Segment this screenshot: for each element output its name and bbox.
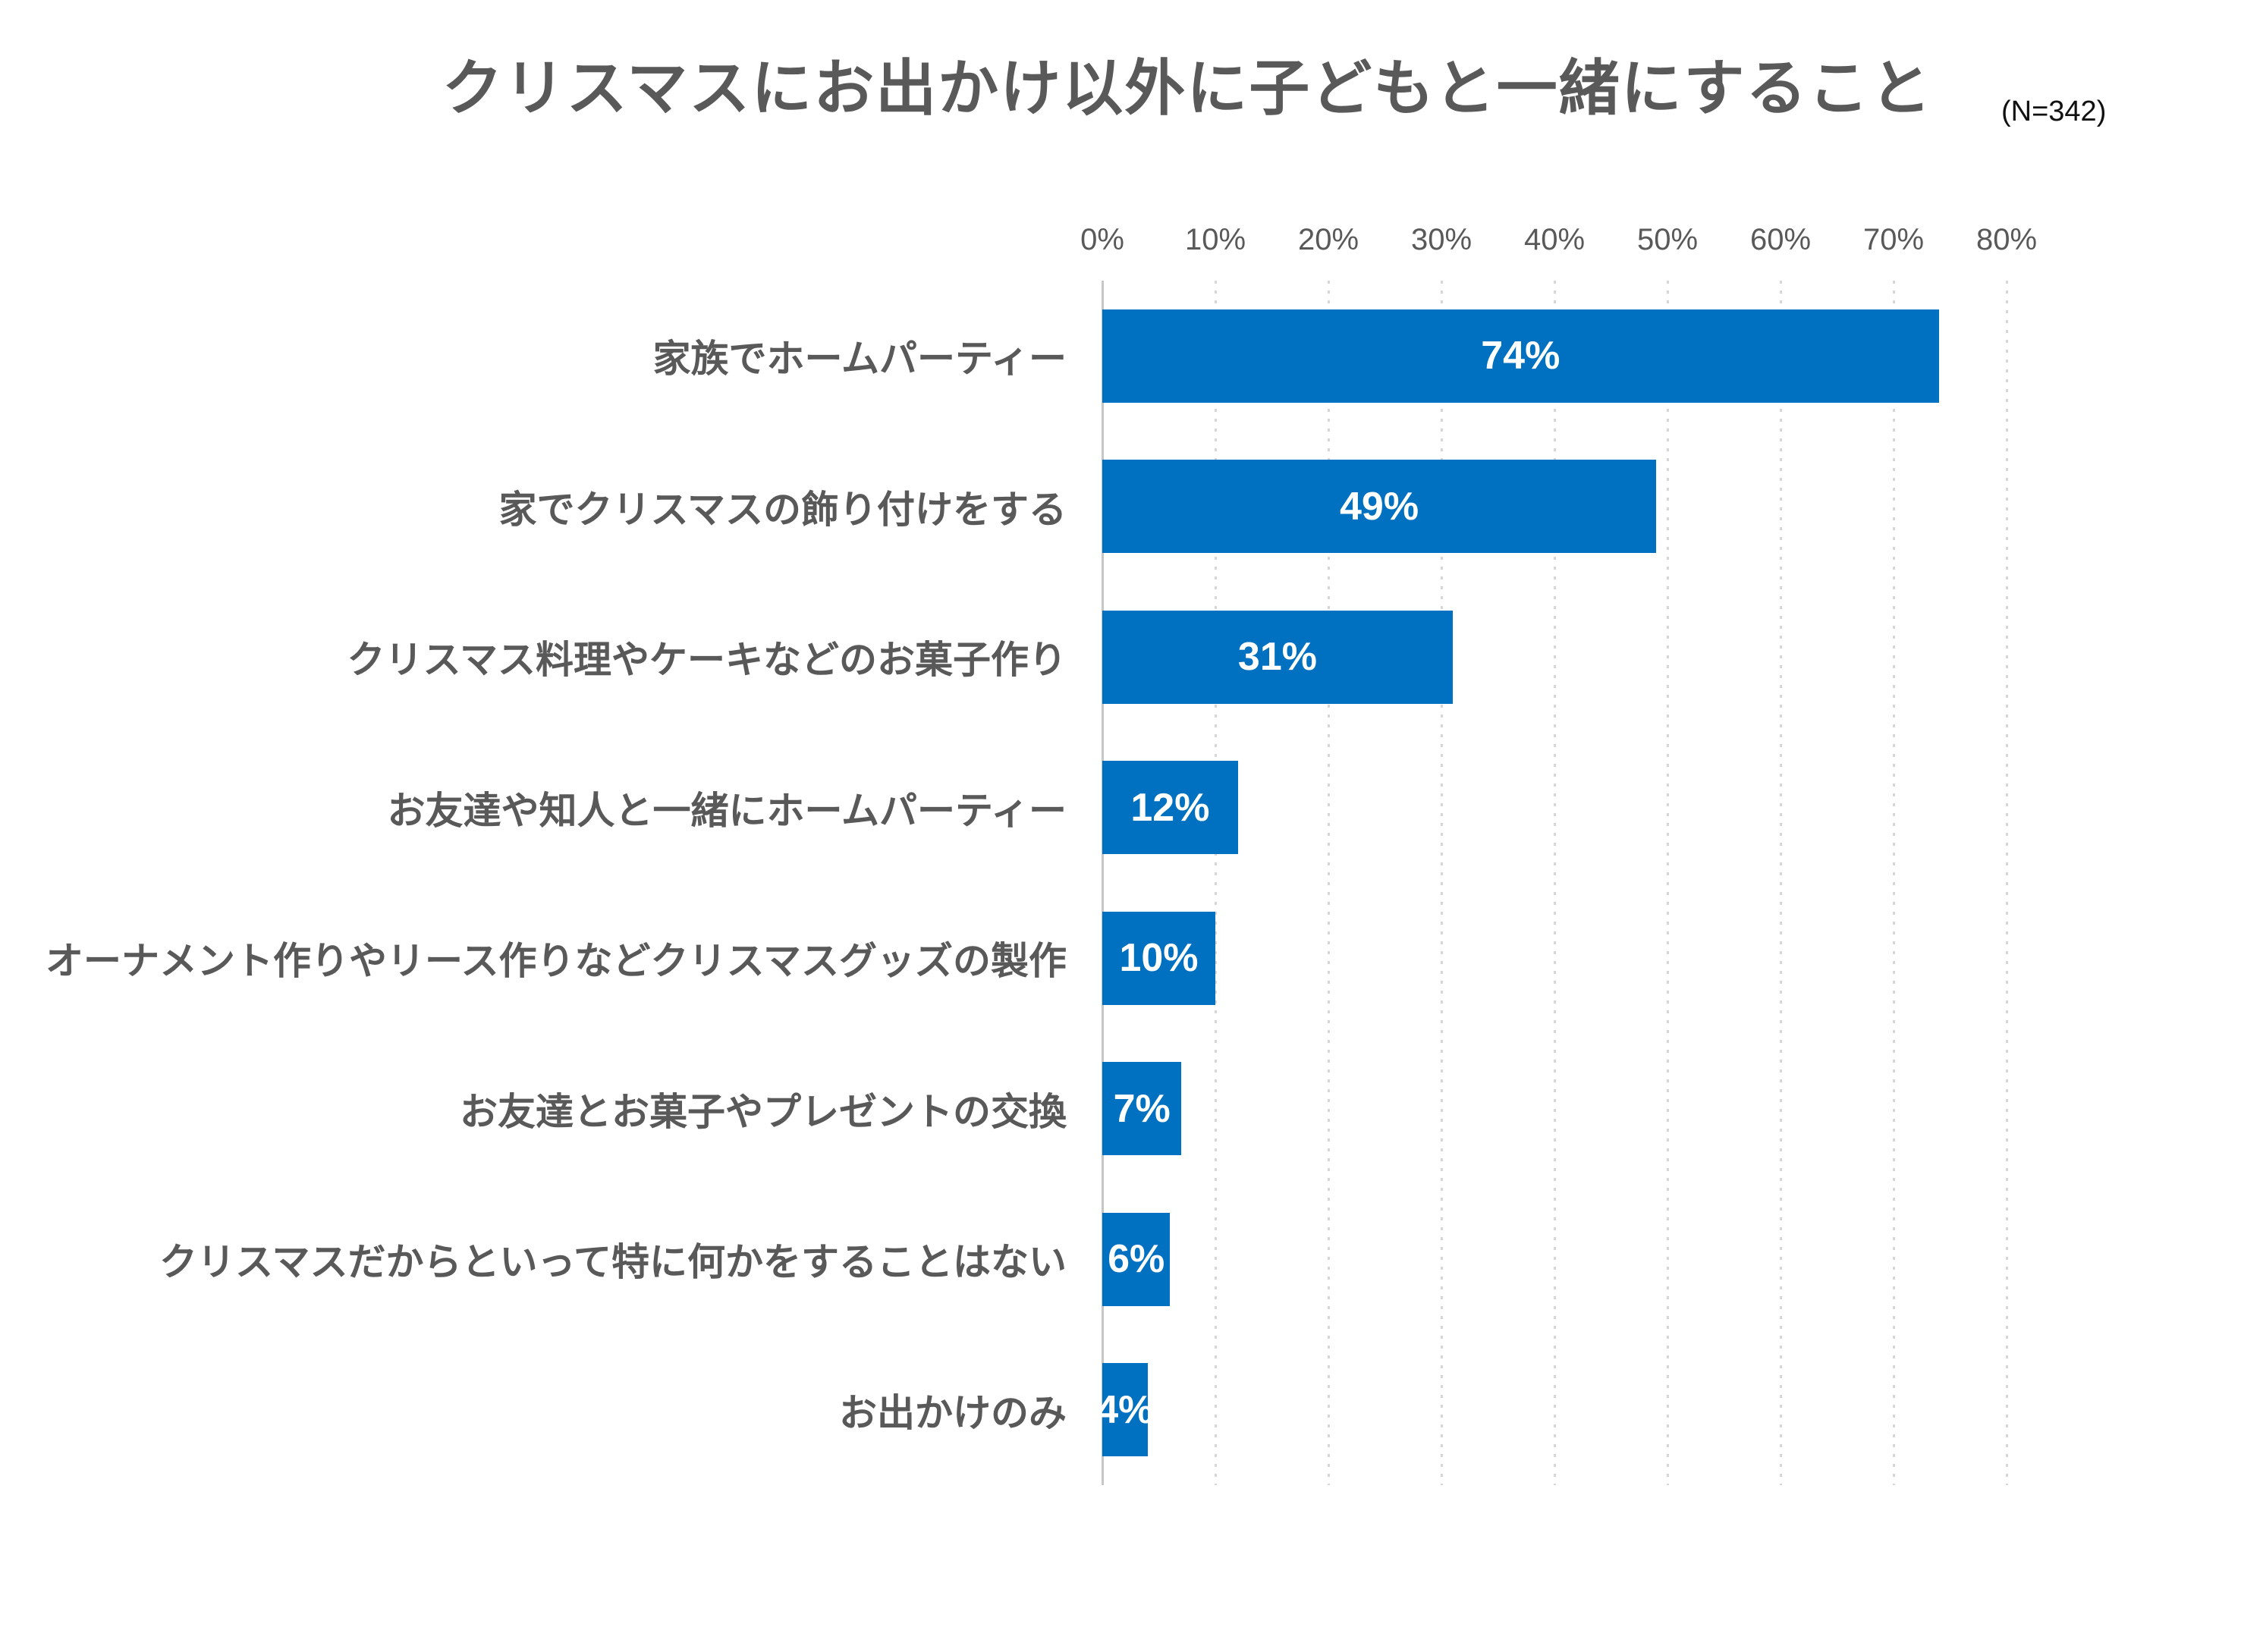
category-label: クリスマス料理やケーキなどのお菓子作り xyxy=(347,639,1067,682)
bar: 7% xyxy=(1102,1062,1182,1156)
bar-value-label: 7% xyxy=(1113,1086,1171,1131)
category-label: お友達や知人と一緒にホームパーティー xyxy=(387,789,1067,832)
bar: 12% xyxy=(1102,761,1238,855)
x-tick-label: 50% xyxy=(1636,223,1699,256)
bar: 74% xyxy=(1102,309,1939,403)
sample-size-label: (N=342) xyxy=(2001,96,2107,127)
bar-value-label: 49% xyxy=(1340,484,1419,529)
bar: 31% xyxy=(1102,610,1453,704)
category-label: クリスマスだからといって特に何かをすることはない xyxy=(159,1241,1067,1284)
x-tick-label: 20% xyxy=(1297,223,1359,256)
bar: 49% xyxy=(1102,460,1657,554)
x-tick-label: 60% xyxy=(1749,223,1812,256)
x-tick-label: 40% xyxy=(1523,223,1586,256)
bar: 10% xyxy=(1102,911,1215,1005)
category-label: オーナメント作りやリース作りなどクリスマスグッズの製作 xyxy=(46,940,1067,983)
gridline xyxy=(2005,281,2008,1485)
x-tick-label: 10% xyxy=(1184,223,1246,256)
category-label: お出かけのみ xyxy=(839,1391,1067,1434)
gridline xyxy=(1553,281,1556,1485)
x-tick-label: 0% xyxy=(1080,223,1124,256)
y-axis-line xyxy=(1101,281,1104,1485)
x-tick-label: 70% xyxy=(1862,223,1925,256)
gridline xyxy=(1440,281,1443,1485)
x-tick-label: 30% xyxy=(1410,223,1473,256)
bar: 6% xyxy=(1102,1212,1171,1306)
bar-value-label: 10% xyxy=(1119,936,1199,981)
gridline xyxy=(1779,281,1782,1485)
category-label: 家族でホームパーティー xyxy=(652,338,1067,381)
gridline xyxy=(1214,281,1217,1485)
gridline xyxy=(1666,281,1669,1485)
bar: 4% xyxy=(1096,1363,1153,1457)
bar-value-label: 74% xyxy=(1481,334,1561,378)
category-label: お友達とお菓子やプレゼントの交換 xyxy=(460,1090,1067,1133)
bar-value-label: 31% xyxy=(1237,635,1317,680)
bar-value-label: 4% xyxy=(1096,1387,1154,1432)
gridline xyxy=(1327,281,1330,1485)
chart-title: クリスマスにお出かけ以外に子どもと一緒にすること xyxy=(442,55,1933,122)
bar-value-label: 6% xyxy=(1108,1237,1165,1282)
bar-value-label: 12% xyxy=(1130,785,1210,830)
gridline xyxy=(1892,281,1895,1485)
category-label: 家でクリスマスの飾り付けをする xyxy=(498,488,1067,531)
x-tick-label: 80% xyxy=(1975,223,2038,256)
